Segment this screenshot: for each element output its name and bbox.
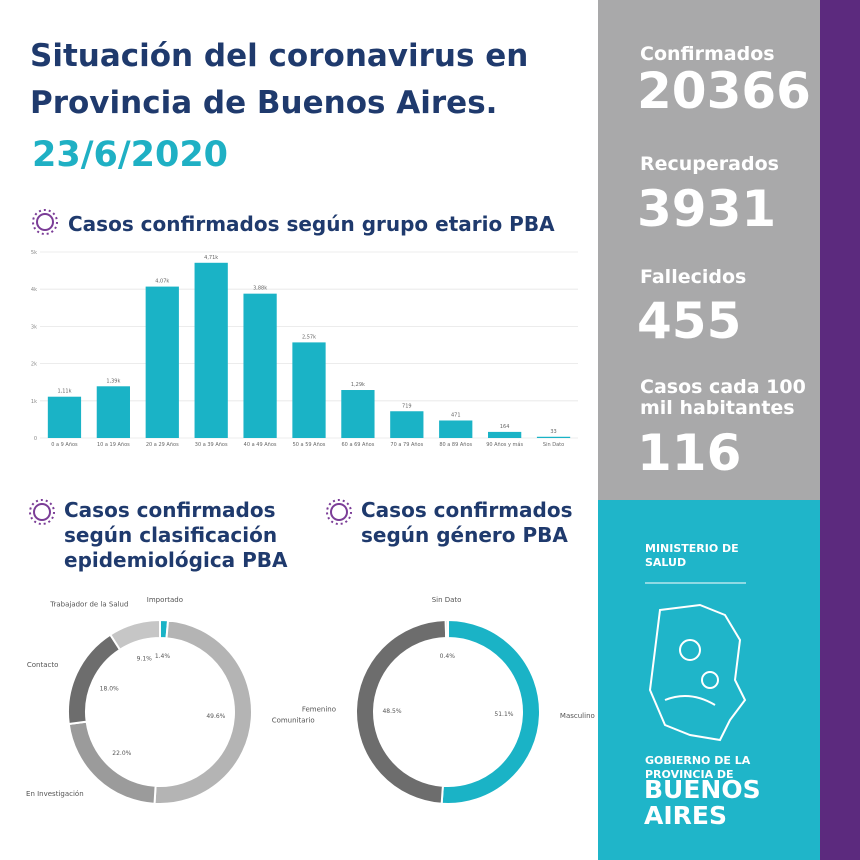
value-label: 51.1% [494,711,513,718]
category-label: Sin Dato [432,596,462,604]
province-label: BUENOS [644,775,761,804]
stat-value: 116 [637,424,741,482]
y-tick-label: 1k [31,399,37,405]
bar [341,390,375,438]
government-label: GOBIERNO DE LA [645,754,751,767]
value-label: 48.5% [382,708,401,715]
chart-title: según clasificación [64,523,277,547]
stat-value: 20366 [637,62,811,120]
value-label: 471 [451,412,461,418]
value-label: 22.0% [112,750,131,757]
title: Situación del coronavirus en [30,38,528,74]
value-label: 1,39k [106,378,120,384]
bar [96,386,130,438]
date: 23/6/2020 [32,135,228,175]
bar [439,420,473,438]
x-tick-label: 60 a 69 Años [342,442,375,448]
stat-value: 3931 [637,180,776,238]
x-tick-label: 10 a 19 Años [97,442,130,448]
value-label: 1,29k [351,382,365,388]
ministry-panel [598,500,820,860]
x-tick-label: 90 Años y más [486,441,523,448]
value-label: 33 [550,429,556,435]
x-tick-label: 20 a 29 Años [146,442,179,448]
virus-icon [32,209,58,235]
donut-segment [444,618,449,640]
bar [194,262,228,438]
value-label: 719 [402,403,412,409]
category-label: Importado [147,596,183,604]
category-label: En Investigación [26,790,84,798]
stat-label: mil habitantes [640,397,795,419]
y-tick-label: 4k [31,287,37,293]
stat-label: Recuperados [640,153,779,175]
value-label: 18.0% [100,685,119,692]
value-label: 4,71k [204,255,218,261]
x-tick-label: Sin Dato [543,442,564,448]
x-tick-label: 50 a 59 Años [293,442,326,448]
category-label: Trabajador de la Salud [49,601,128,609]
x-tick-label: 70 a 79 Años [390,442,423,448]
donut-segment [108,618,161,652]
chart-title: según género PBA [361,523,568,547]
stat-label: Confirmados [640,43,775,65]
province-label: AIRES [644,801,727,830]
x-tick-label: 80 a 89 Años [439,442,472,448]
value-label: 9.1% [137,655,153,662]
bar [488,431,522,438]
category-label: Femenino [302,706,336,714]
value-label: 2,57k [302,334,316,340]
government-label: PROVINCIA DE [645,768,734,781]
y-tick-label: 3k [31,324,37,330]
bar [243,293,277,438]
y-tick-label: 2k [31,362,37,368]
chart-title: Casos confirmados según grupo etario PBA [68,212,555,236]
stat-label: Fallecidos [640,266,746,288]
category-label: Masculino [560,712,595,720]
title: Provincia de Buenos Aires. [30,85,497,121]
value-label: 0.4% [440,653,456,660]
value-label: 4,07k [155,279,169,285]
bar [292,342,326,438]
bar [536,436,571,438]
ministry-label: SALUD [645,556,686,569]
side-strip [820,0,860,860]
virus-icon [326,499,352,525]
stat-value: 455 [637,292,741,350]
value-label: 1,11k [57,389,71,395]
bar [145,286,179,438]
x-tick-label: 40 a 49 Años [244,442,277,448]
chart-title: Casos confirmados [361,498,573,522]
x-tick-label: 30 a 39 Años [195,442,228,448]
value-label: 164 [500,424,510,430]
virus-icon [29,499,55,525]
value-label: 3,88k [253,286,267,292]
ministry-label: MINISTERIO DE [645,542,739,555]
stat-label: Casos cada 100 [640,376,806,398]
bar [390,411,424,438]
bar [47,396,82,438]
province-logo [648,603,747,742]
stats-panel [598,0,820,500]
chart-title: Casos confirmados [64,498,276,522]
category-label: Comunitario [272,716,315,724]
x-tick-label: 0 a 9 Años [51,442,78,448]
y-tick-label: 0 [34,436,37,442]
value-label: 49.6% [206,713,225,720]
value-label: 1.4% [155,653,171,660]
category-label: Contacto [27,661,59,669]
chart-title: epidemiológica PBA [64,548,288,572]
y-tick-label: 5k [31,250,37,256]
